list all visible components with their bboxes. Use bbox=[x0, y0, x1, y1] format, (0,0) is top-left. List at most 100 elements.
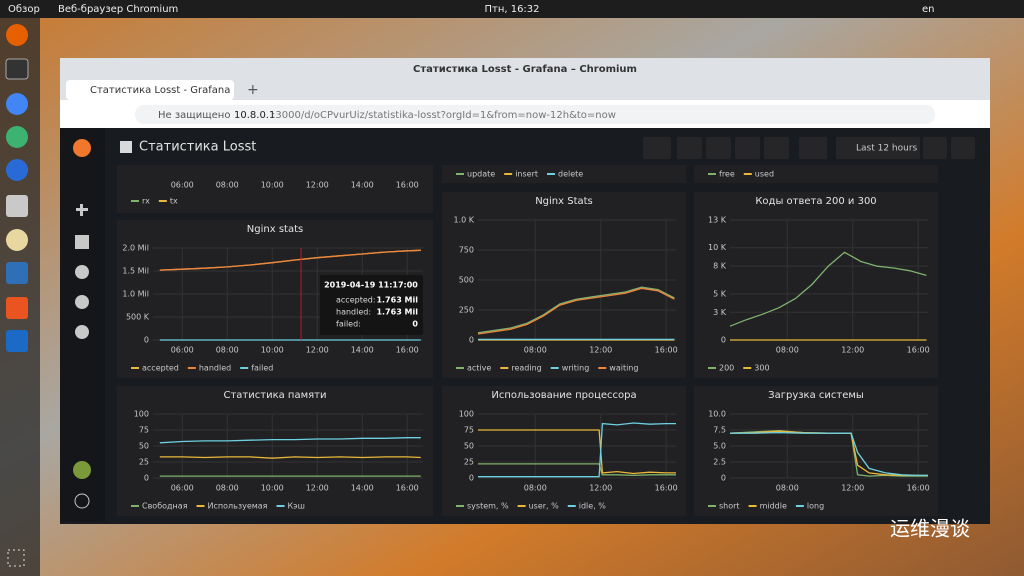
y-tick-label: 2.0 Mil bbox=[122, 244, 149, 253]
y-tick-label: 0 bbox=[144, 336, 149, 345]
app-menu[interactable]: Веб-браузер Chromium bbox=[58, 4, 178, 15]
legend-entry[interactable]: used bbox=[755, 170, 774, 179]
legend-entry[interactable]: 200 bbox=[719, 364, 734, 373]
x-tick-label: 12:00 bbox=[841, 346, 864, 355]
legend-entry[interactable]: middle bbox=[760, 502, 787, 511]
legend-swatch bbox=[598, 367, 607, 369]
omnibox[interactable] bbox=[135, 105, 935, 124]
legend-entry[interactable]: system, % bbox=[467, 502, 509, 511]
legend-entry[interactable]: reading bbox=[511, 364, 541, 373]
legend-entry[interactable]: 300 bbox=[754, 364, 769, 373]
x-tick-label: 12:00 bbox=[306, 181, 329, 190]
clock[interactable]: Птн, 16:32 bbox=[484, 4, 539, 15]
share-button[interactable] bbox=[706, 137, 731, 159]
alerts-icon[interactable] bbox=[75, 295, 89, 309]
dashboard-icon bbox=[120, 141, 132, 153]
y-tick-label: 0 bbox=[721, 336, 726, 345]
legend-entry[interactable]: short bbox=[719, 502, 740, 511]
new-tab[interactable]: + bbox=[247, 82, 259, 98]
save-button[interactable] bbox=[735, 137, 760, 159]
legend-entry[interactable]: update bbox=[467, 170, 495, 179]
x-tick-label: 16:00 bbox=[396, 181, 419, 190]
legend-entry[interactable]: Свободная bbox=[142, 502, 188, 511]
x-tick-label: 06:00 bbox=[171, 346, 194, 355]
help-icon[interactable] bbox=[74, 493, 90, 509]
panel-title: Использование процессора bbox=[491, 390, 636, 401]
activities[interactable]: Обзор bbox=[8, 4, 40, 15]
x-tick-label: 12:00 bbox=[589, 484, 612, 493]
dashboard-title[interactable]: Статистика Losst bbox=[139, 140, 256, 155]
legend-entry[interactable]: delete bbox=[558, 170, 583, 179]
virtualbox-icon[interactable] bbox=[6, 330, 28, 352]
legend-entry[interactable]: user, % bbox=[529, 502, 560, 511]
y-tick-label: 500 bbox=[459, 276, 474, 285]
x-tick-label: 16:00 bbox=[396, 346, 419, 355]
files-icon[interactable] bbox=[6, 195, 28, 217]
grafana-sidebar bbox=[60, 128, 105, 522]
legend-entry[interactable]: free bbox=[719, 170, 735, 179]
writer-icon[interactable] bbox=[6, 262, 28, 284]
series-line bbox=[730, 431, 928, 477]
y-tick-label: 7.5 bbox=[713, 426, 726, 435]
tv-button[interactable] bbox=[799, 137, 827, 159]
app-icon[interactable] bbox=[6, 159, 28, 181]
app-icon[interactable] bbox=[6, 126, 28, 148]
legend-swatch bbox=[550, 367, 559, 369]
x-tick-label: 08:00 bbox=[776, 484, 799, 493]
y-tick-label: 1.0 Mil bbox=[122, 290, 149, 299]
legend-entry[interactable]: accepted bbox=[142, 364, 179, 373]
legend-swatch bbox=[708, 367, 716, 369]
language[interactable]: en bbox=[922, 4, 935, 15]
software-icon[interactable] bbox=[6, 297, 28, 319]
x-tick-label: 12:00 bbox=[841, 484, 864, 493]
series-line bbox=[159, 456, 421, 459]
time-picker[interactable] bbox=[836, 137, 920, 159]
zoom-button[interactable] bbox=[923, 137, 947, 159]
add-panel-button[interactable] bbox=[643, 137, 671, 159]
app-icon[interactable] bbox=[6, 229, 28, 251]
config-icon[interactable] bbox=[75, 325, 89, 339]
refresh-button[interactable] bbox=[951, 137, 975, 159]
tooltip-time: 2019-04-19 11:17:00 bbox=[324, 281, 418, 290]
legend-swatch bbox=[504, 173, 513, 175]
legend-entry[interactable]: idle, % bbox=[579, 502, 607, 511]
x-tick-label: 06:00 bbox=[171, 181, 194, 190]
y-tick-label: 5 K bbox=[713, 289, 727, 298]
y-tick-label: 75 bbox=[139, 426, 149, 435]
legend-entry[interactable]: tx bbox=[170, 197, 178, 206]
legend-entry[interactable]: Используемая bbox=[208, 502, 268, 511]
dashboards-icon[interactable] bbox=[75, 235, 89, 249]
url-path: :3000/d/oCPvurUiz/statistika-losst?orgId… bbox=[272, 110, 616, 121]
legend-swatch bbox=[517, 505, 526, 507]
legend-entry[interactable]: failed bbox=[251, 364, 273, 373]
x-tick-label: 06:00 bbox=[171, 484, 194, 493]
terminal-icon[interactable] bbox=[5, 58, 29, 80]
legend-entry[interactable]: active bbox=[467, 364, 491, 373]
legend-entry[interactable]: writing bbox=[562, 364, 590, 373]
explore-icon[interactable] bbox=[75, 265, 89, 279]
panels: 06:00 08:00 10:00 12:00 14:00 16:00 rx tx update… bbox=[117, 165, 938, 516]
series-line bbox=[729, 429, 928, 477]
legend-entry[interactable]: insert bbox=[515, 170, 538, 179]
add-icon[interactable] bbox=[80, 204, 83, 216]
legend-swatch bbox=[500, 367, 509, 369]
avatar[interactable] bbox=[73, 461, 91, 479]
star-button[interactable] bbox=[677, 137, 702, 159]
legend-entry[interactable]: rx bbox=[142, 197, 150, 206]
tab[interactable] bbox=[66, 80, 234, 100]
apps-grid[interactable] bbox=[7, 549, 25, 567]
grafana-logo[interactable] bbox=[73, 139, 91, 157]
firefox-icon[interactable] bbox=[6, 24, 28, 46]
chromium-icon[interactable] bbox=[6, 93, 28, 115]
legend-entry[interactable]: Кэш bbox=[288, 502, 305, 511]
legend-swatch bbox=[131, 200, 139, 202]
legend-entry[interactable]: long bbox=[807, 502, 824, 511]
y-tick-label: 0 bbox=[469, 474, 474, 483]
y-tick-label: 13 K bbox=[708, 216, 727, 225]
legend-entry[interactable]: waiting bbox=[609, 364, 638, 373]
legend-entry[interactable]: handled bbox=[199, 364, 231, 373]
time-range: Last 12 hours bbox=[856, 144, 918, 154]
settings-button[interactable] bbox=[764, 137, 789, 159]
legend-swatch bbox=[743, 367, 752, 369]
legend-swatch bbox=[131, 505, 139, 507]
